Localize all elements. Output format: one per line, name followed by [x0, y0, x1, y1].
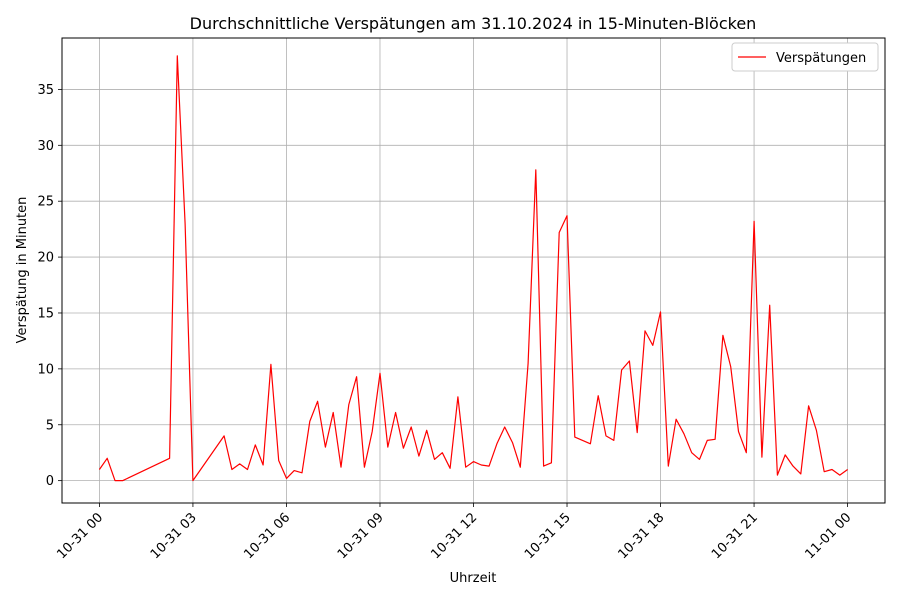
plot-area	[98, 55, 848, 482]
series-line-verspaetungen	[98, 55, 848, 482]
y-tick-label: 25	[37, 195, 54, 210]
legend-box	[731, 42, 879, 72]
y-tick-label: 5	[46, 418, 54, 433]
y-axis-label: Verspätung in Minuten	[15, 197, 30, 344]
y-axis-ticks: 0 5 10 15 20 25 30 35	[37, 83, 62, 489]
y-tick-label: 35	[37, 83, 54, 98]
y-tick-label: 30	[37, 139, 54, 154]
x-axis-label: Uhrzeit	[450, 571, 497, 586]
y-tick-label: 0	[46, 474, 54, 489]
legend-label: Verspätungen	[776, 51, 866, 66]
y-tick-label: 20	[37, 251, 54, 266]
grid-lines	[62, 38, 885, 503]
y-tick-label: 10	[37, 362, 54, 377]
chart-title: Durchschnittliche Verspätungen am 31.10.…	[190, 14, 757, 33]
legend: Verspätungen	[731, 42, 879, 72]
y-tick-label: 15	[37, 306, 54, 321]
